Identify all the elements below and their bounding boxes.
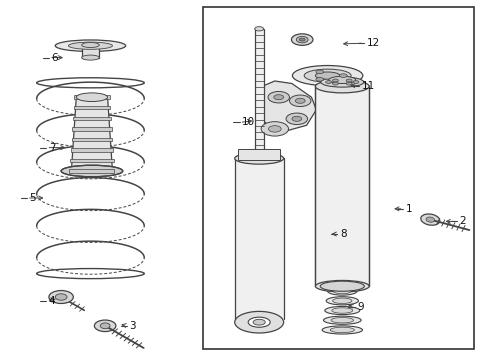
Ellipse shape [352, 81, 358, 84]
Text: 6: 6 [51, 53, 58, 63]
Ellipse shape [291, 34, 312, 45]
Bar [254, 29, 263, 158]
Bar [70, 159, 114, 162]
Ellipse shape [247, 317, 269, 327]
Bar [71, 148, 113, 152]
Ellipse shape [323, 316, 360, 324]
Ellipse shape [61, 165, 122, 177]
Ellipse shape [299, 38, 305, 41]
Bar [71, 138, 112, 141]
Ellipse shape [332, 298, 351, 303]
Ellipse shape [291, 116, 301, 121]
Bar [315, 86, 368, 286]
Text: 8: 8 [339, 229, 346, 239]
Ellipse shape [315, 80, 368, 93]
Ellipse shape [285, 113, 307, 125]
Bar [234, 158, 283, 319]
Ellipse shape [327, 287, 356, 295]
Text: 7: 7 [49, 143, 56, 153]
Bar [203, 7, 473, 349]
Ellipse shape [315, 77, 323, 81]
Ellipse shape [81, 55, 99, 60]
Ellipse shape [332, 79, 338, 82]
Bar [74, 95, 109, 99]
Ellipse shape [324, 306, 359, 315]
Text: 5: 5 [29, 193, 36, 203]
Ellipse shape [315, 72, 339, 79]
Ellipse shape [55, 40, 125, 51]
Bar [74, 106, 110, 109]
Text: 1: 1 [405, 204, 412, 214]
Ellipse shape [292, 66, 362, 86]
Ellipse shape [49, 291, 73, 303]
Ellipse shape [315, 70, 323, 74]
Text: 11: 11 [361, 81, 374, 91]
Ellipse shape [325, 297, 358, 305]
Ellipse shape [331, 308, 352, 313]
Ellipse shape [234, 153, 283, 164]
Ellipse shape [273, 95, 283, 100]
Ellipse shape [268, 126, 281, 132]
Ellipse shape [234, 311, 283, 333]
Ellipse shape [68, 42, 112, 49]
Text: 4: 4 [49, 296, 56, 306]
Ellipse shape [320, 77, 363, 87]
Ellipse shape [55, 294, 67, 300]
Ellipse shape [325, 81, 331, 84]
Ellipse shape [332, 82, 338, 85]
Ellipse shape [329, 327, 354, 333]
Ellipse shape [81, 42, 99, 48]
Ellipse shape [261, 122, 288, 136]
Bar [81, 44, 99, 58]
Bar [73, 117, 111, 120]
Text: 2: 2 [459, 216, 466, 226]
Ellipse shape [253, 319, 265, 325]
Ellipse shape [330, 318, 353, 323]
Bar [238, 149, 279, 160]
Bar [69, 169, 114, 173]
Polygon shape [71, 97, 112, 171]
Text: 3: 3 [129, 321, 136, 331]
Bar [72, 127, 111, 131]
Ellipse shape [304, 69, 350, 82]
Ellipse shape [76, 93, 107, 102]
Text: 9: 9 [356, 302, 363, 312]
Ellipse shape [296, 36, 307, 43]
Ellipse shape [346, 82, 351, 85]
Text: 10: 10 [242, 117, 255, 127]
Ellipse shape [94, 320, 116, 332]
Text: 12: 12 [366, 38, 379, 48]
Ellipse shape [328, 76, 355, 84]
Ellipse shape [333, 288, 350, 294]
Ellipse shape [320, 281, 364, 291]
Ellipse shape [295, 98, 305, 103]
Ellipse shape [346, 79, 351, 82]
Ellipse shape [267, 91, 289, 103]
Ellipse shape [238, 151, 279, 160]
Ellipse shape [322, 326, 362, 334]
Polygon shape [256, 81, 316, 131]
Ellipse shape [420, 214, 439, 225]
Ellipse shape [100, 323, 110, 329]
Ellipse shape [254, 27, 263, 31]
Ellipse shape [339, 74, 346, 77]
Ellipse shape [289, 95, 310, 107]
Ellipse shape [315, 280, 368, 292]
Ellipse shape [425, 217, 434, 222]
